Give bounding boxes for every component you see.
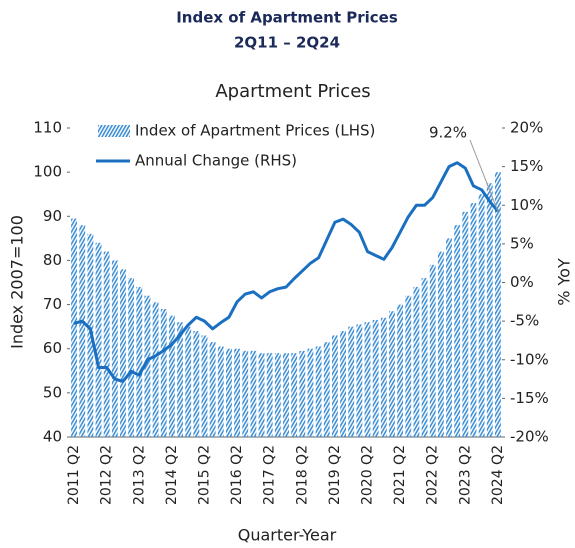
bar <box>226 348 232 437</box>
bar <box>372 320 379 437</box>
bar <box>421 278 428 437</box>
x-tick-label: 2019 Q2 <box>327 445 343 505</box>
y2-tick-label: -20% <box>510 428 549 446</box>
y-tick-label: 100 <box>33 163 62 181</box>
bar <box>331 335 338 437</box>
legend-label: Index of Apartment Prices (LHS) <box>135 122 375 140</box>
y2-tick-label: 20% <box>510 119 543 137</box>
bar <box>128 278 135 437</box>
bar <box>111 260 118 437</box>
bar <box>185 326 192 437</box>
y2-tick-label: 0% <box>510 273 534 291</box>
bar <box>356 324 363 437</box>
bar <box>470 203 477 437</box>
bar <box>462 211 469 437</box>
bar <box>340 331 346 437</box>
y-tick-label: 90 <box>43 207 62 225</box>
x-tick-label: 2011 Q2 <box>66 445 82 505</box>
y2-tick-label: -15% <box>510 389 549 407</box>
annotation-leader <box>469 139 499 212</box>
subtitle: 2Q11 – 2Q24 <box>234 34 340 52</box>
bar <box>397 304 404 437</box>
y-tick-label: 60 <box>43 339 62 357</box>
bar <box>177 322 183 437</box>
bar <box>136 286 143 437</box>
y2-tick-label: 5% <box>510 234 534 252</box>
y2-axis-label: % YoY <box>555 258 574 306</box>
bar <box>364 322 371 437</box>
bar <box>323 342 330 437</box>
bar <box>242 350 249 437</box>
bar <box>437 251 444 437</box>
x-tick-label: 2013 Q2 <box>131 445 147 505</box>
bar <box>168 315 175 437</box>
x-tick-label: 2022 Q2 <box>425 445 441 505</box>
x-tick-label: 2023 Q2 <box>457 445 473 505</box>
bar <box>494 172 501 437</box>
x-tick-label: 2020 Q2 <box>360 445 376 505</box>
x-tick-label: 2012 Q2 <box>99 445 115 505</box>
x-tick-label: 2014 Q2 <box>164 445 180 505</box>
annotation: 9.2% <box>429 124 467 142</box>
bar <box>274 353 281 437</box>
line <box>73 161 500 383</box>
bar <box>454 225 461 437</box>
bar <box>291 353 298 437</box>
bar <box>348 326 355 437</box>
bar <box>103 251 110 437</box>
bar <box>478 194 485 437</box>
bar <box>152 302 159 437</box>
bar <box>413 286 420 437</box>
bar <box>234 348 241 437</box>
bar <box>258 353 265 437</box>
bar <box>193 331 200 437</box>
bar <box>405 295 412 437</box>
y-tick-label: 50 <box>43 383 62 401</box>
x-tick-label: 2018 Q2 <box>294 445 310 505</box>
x-tick-label: 2017 Q2 <box>262 445 278 505</box>
bar <box>283 353 289 437</box>
x-tick-label: 2016 Q2 <box>229 445 245 505</box>
y-tick-label: 40 <box>43 428 62 446</box>
bar <box>250 350 257 437</box>
bar <box>120 269 126 437</box>
y2-tick-label: 15% <box>510 157 543 175</box>
bar <box>299 350 306 437</box>
bar <box>95 242 102 437</box>
bar <box>389 311 395 437</box>
y-axis-label: Index 2007=100 <box>8 215 27 349</box>
y2-tick-label: -10% <box>510 350 549 368</box>
x-axis-label: Quarter-Year <box>238 526 337 545</box>
y-tick-label: 70 <box>43 295 62 313</box>
bar <box>217 346 224 437</box>
y2-tick-label: 10% <box>510 196 543 214</box>
bar <box>209 342 216 437</box>
bar <box>486 183 493 437</box>
bar <box>429 264 436 437</box>
y2-tick-label: -5% <box>510 312 539 330</box>
x-tick-label: 2015 Q2 <box>196 445 212 505</box>
bar <box>315 346 322 437</box>
bar <box>79 225 86 437</box>
bar <box>71 218 78 437</box>
y-tick-label: 80 <box>43 251 62 269</box>
x-tick-label: 2024 Q2 <box>490 445 506 505</box>
legend-swatch <box>98 125 130 137</box>
bar <box>160 308 167 437</box>
legend-label: Annual Change (RHS) <box>135 152 297 170</box>
bar <box>144 295 151 437</box>
chart-title: Apartment Prices <box>215 81 370 102</box>
bar <box>446 238 452 437</box>
y-tick-label: 110 <box>33 119 62 137</box>
bar <box>307 348 314 437</box>
bar <box>201 335 208 437</box>
x-tick-label: 2021 Q2 <box>392 445 408 505</box>
bar <box>380 317 387 437</box>
title: Index of Apartment Prices <box>176 9 398 27</box>
bar <box>266 353 273 437</box>
